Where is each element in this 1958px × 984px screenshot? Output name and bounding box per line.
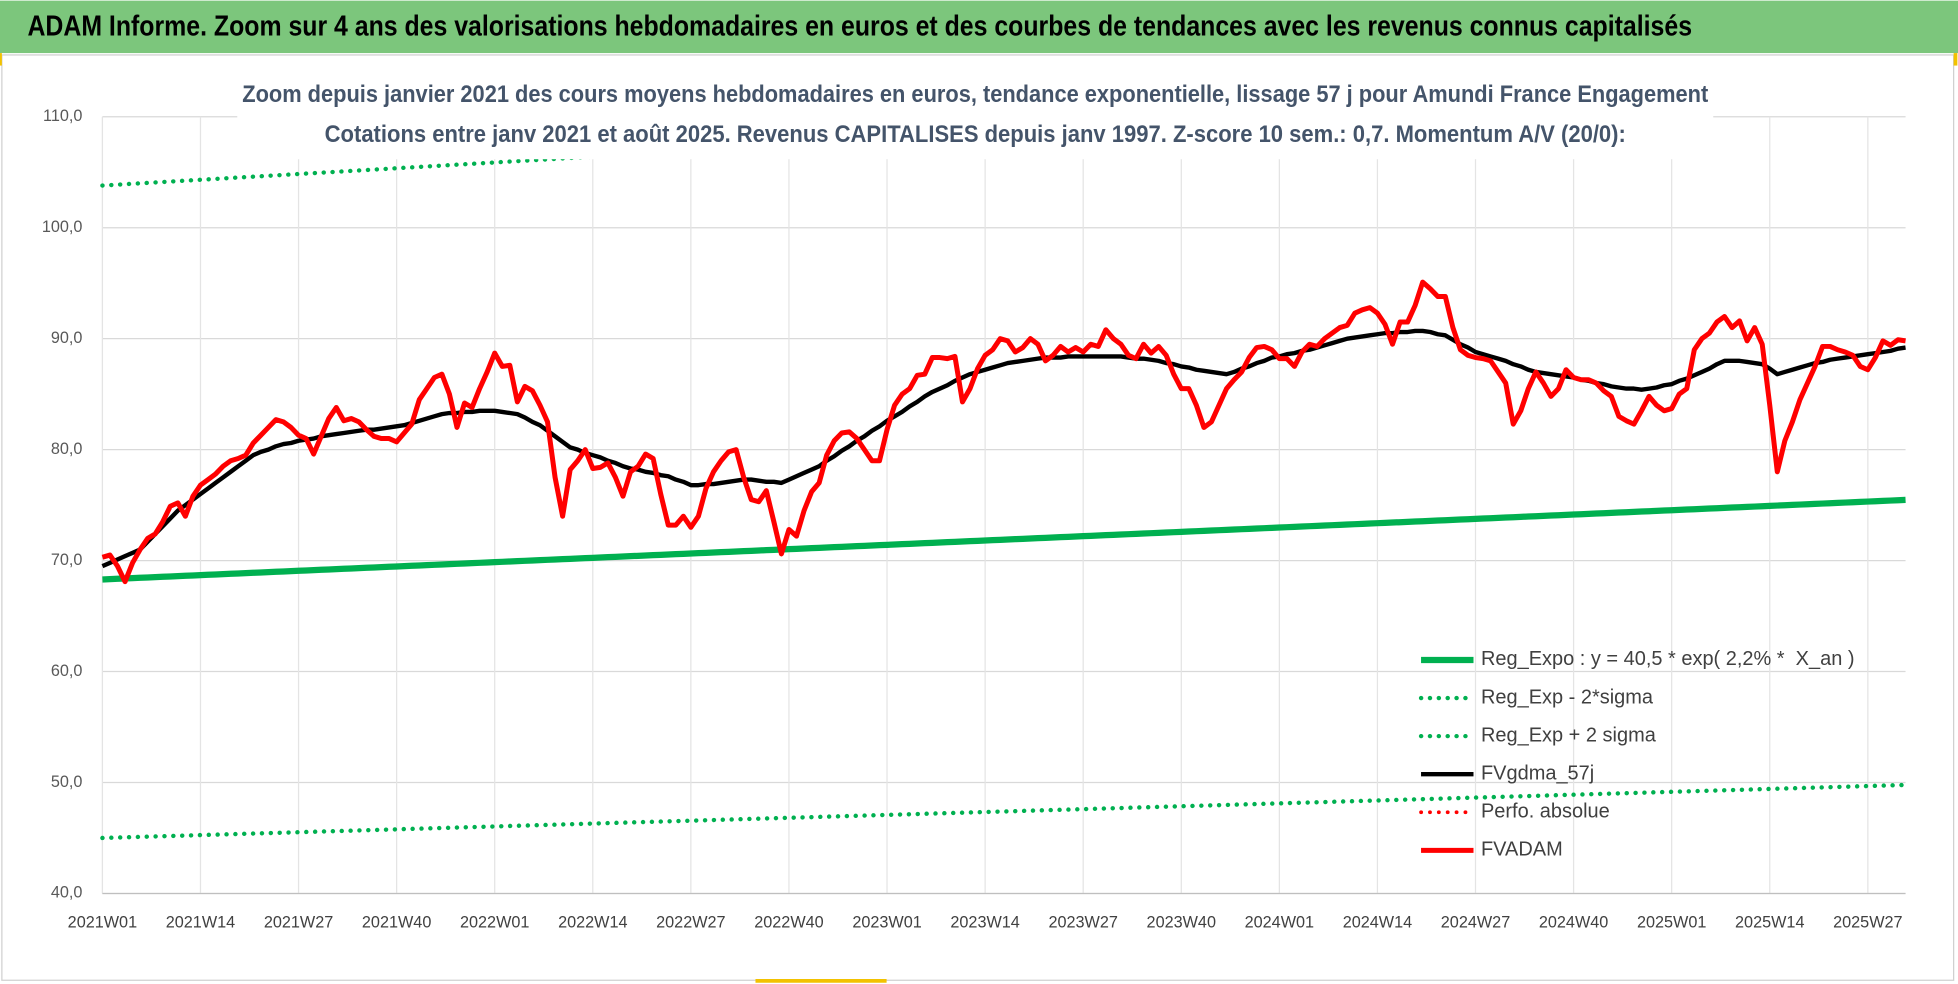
axes: 40,0 50,0 60,0 70,0 80,0 90,0 100,0 110,0 2021W0…	[42, 107, 1906, 932]
y-tick-label: 100,0	[42, 218, 83, 236]
chart-subtitle: Cotations entre janv 2021 et août 2025. …	[325, 122, 1626, 148]
x-tick-label: 2022W40	[754, 914, 823, 932]
x-tick-label: 2025W27	[1833, 914, 1902, 932]
x-tick-label: 2024W40	[1539, 914, 1608, 932]
chart-frame	[1, 54, 1955, 981]
y-tick-label: 50,0	[51, 773, 83, 791]
legend: Reg_Expo : y = 40,5 * exp( 2,2% * X_an )…	[1418, 648, 1855, 861]
banner-title: ADAM Informe. Zoom sur 4 ans des valoris…	[27, 11, 1692, 43]
legend-label: Perfo. absolue	[1481, 801, 1610, 823]
x-tick-label: 2023W27	[1048, 914, 1117, 932]
legend-label: Reg_Exp - 2*sigma	[1481, 686, 1654, 708]
x-tick-label: 2021W40	[362, 914, 431, 932]
x-tick-label: 2024W14	[1343, 914, 1412, 932]
title-background	[237, 75, 1714, 160]
y-tick-label: 110,0	[43, 107, 82, 125]
x-tick-label: 2024W27	[1441, 914, 1510, 932]
x-tick-label: 2022W14	[558, 914, 627, 932]
legend-label: Reg_Exp + 2 sigma	[1481, 724, 1657, 746]
series-line	[100, 782, 1908, 841]
legend-label: Reg_Expo : y = 40,5 * exp( 2,2% * X_an )	[1481, 648, 1855, 670]
y-tick-label: 90,0	[51, 329, 83, 347]
x-tick-label: 2023W14	[950, 914, 1019, 932]
y-tick-label: 40,0	[51, 884, 83, 902]
y-tick-label: 70,0	[51, 551, 83, 569]
chart-title: Zoom depuis janvier 2021 des cours moyen…	[242, 82, 1708, 108]
x-tick-label: 2023W40	[1147, 914, 1216, 932]
banner	[0, 0, 1958, 54]
x-tick-label: 2021W27	[264, 914, 333, 932]
x-tick-label: 2025W01	[1637, 914, 1706, 932]
x-tick-label: 2022W01	[460, 914, 529, 932]
x-tick-label: 2022W27	[656, 914, 725, 932]
y-tick-label: 60,0	[51, 662, 83, 680]
legend-label: FVADAM	[1481, 839, 1563, 861]
series-line	[101, 328, 1906, 569]
series-line	[102, 496, 1906, 583]
x-tick-label: 2025W14	[1735, 914, 1804, 932]
x-tick-label: 2023W01	[852, 914, 921, 932]
x-tick-label: 2024W01	[1245, 914, 1314, 932]
legend-label: FVgdma_57j	[1481, 762, 1594, 784]
y-tick-label: 80,0	[51, 440, 83, 458]
title-block: Zoom depuis janvier 2021 des cours moyen…	[237, 75, 1714, 160]
x-tick-label: 2021W01	[68, 914, 137, 932]
series-line	[101, 279, 1906, 585]
x-tick-label: 2021W14	[166, 914, 235, 932]
plot-area	[100, 116, 1908, 841]
